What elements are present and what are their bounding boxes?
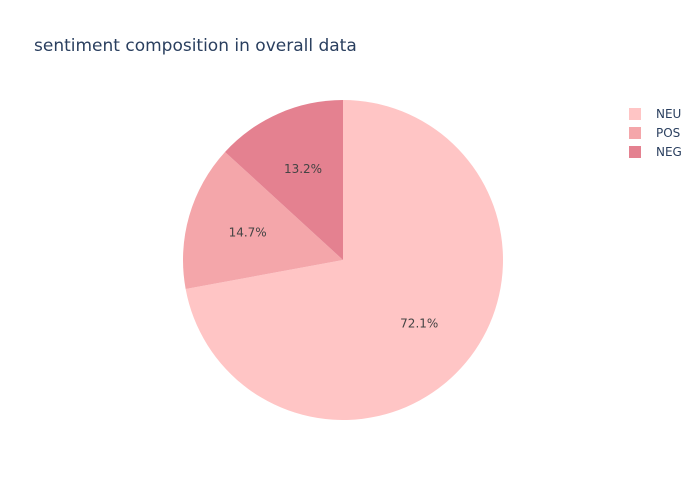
- legend-swatch-pos: [629, 127, 641, 139]
- pie-slice-pos: [183, 151, 343, 289]
- slice-label-neu: 72.1%: [400, 316, 438, 330]
- pie-slices: [183, 99, 504, 420]
- legend-item-neg[interactable]: NEG: [629, 145, 682, 159]
- legend-item-neu[interactable]: NEU: [629, 107, 681, 121]
- legend-label-neg: NEG: [656, 145, 682, 159]
- chart-title: sentiment composition in overall data: [34, 36, 357, 56]
- legend-swatch-neg: [629, 146, 641, 158]
- slice-label-neg: 13.2%: [284, 162, 322, 176]
- legend-label-neu: NEU: [656, 107, 681, 121]
- pie-labels: 72.1% 14.7% 13.2%: [229, 162, 439, 330]
- pie-slice-neg: [225, 100, 343, 260]
- slice-label-pos: 14.7%: [229, 226, 267, 240]
- legend-label-pos: POS: [656, 126, 680, 140]
- legend-item-pos[interactable]: POS: [629, 126, 680, 140]
- legend: NEU POS NEG: [629, 107, 682, 159]
- pie-slice-neu: [185, 99, 504, 420]
- legend-swatch-neu: [629, 108, 641, 120]
